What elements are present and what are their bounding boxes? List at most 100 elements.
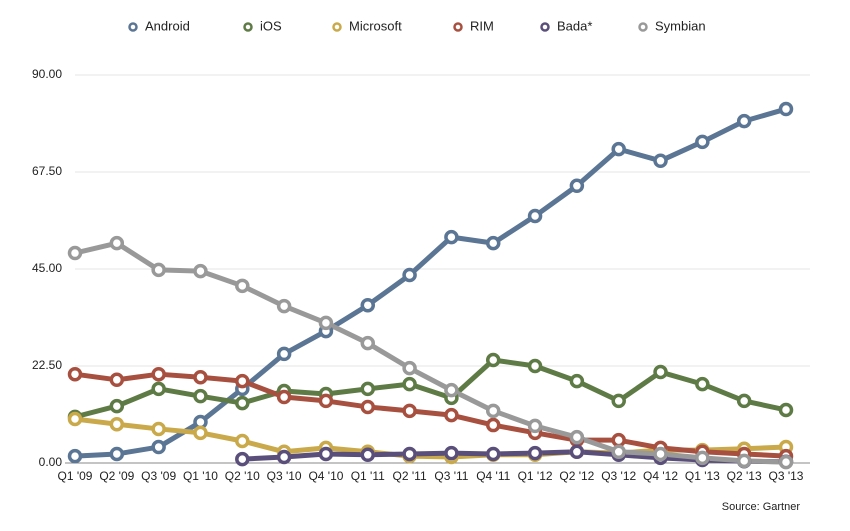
data-point xyxy=(402,360,417,376)
legend-label: iOS xyxy=(260,18,282,33)
data-point xyxy=(276,298,292,314)
data-point xyxy=(360,297,376,313)
data-point xyxy=(569,373,585,389)
data-point xyxy=(527,445,543,461)
series-line xyxy=(74,106,787,459)
legend-marker xyxy=(540,22,550,32)
data-point xyxy=(611,444,626,460)
x-tick-label: Q3 '13 xyxy=(769,469,804,483)
data-point xyxy=(360,447,376,463)
series-line xyxy=(74,371,787,459)
data-point xyxy=(67,366,83,382)
x-tick-label: Q4 '10 xyxy=(308,469,343,483)
x-tick-label: Q2 '11 xyxy=(393,469,427,483)
data-point xyxy=(778,101,794,117)
data-point xyxy=(151,381,166,397)
data-point xyxy=(109,235,125,251)
data-point xyxy=(276,389,292,405)
data-point xyxy=(611,393,626,409)
data-point xyxy=(444,229,459,245)
x-tick-label: Q3 '10 xyxy=(267,469,302,483)
data-point xyxy=(402,446,417,462)
data-point xyxy=(569,444,585,460)
data-point xyxy=(485,403,501,419)
legend-label: Android xyxy=(145,18,190,33)
x-tick-label: Q3 '09 xyxy=(141,469,176,483)
data-point xyxy=(235,395,250,411)
data-point xyxy=(485,417,501,433)
data-point xyxy=(736,393,752,409)
data-point xyxy=(736,113,752,129)
x-tick-label: Q3 '12 xyxy=(601,469,636,483)
data-point xyxy=(485,352,501,368)
data-point xyxy=(109,372,125,388)
data-point xyxy=(276,449,292,465)
x-tick-label: Q2 '12 xyxy=(559,469,594,483)
data-point xyxy=(695,450,710,466)
data-point xyxy=(653,364,668,380)
data-point xyxy=(402,267,417,283)
x-tick-label: Q2 '13 xyxy=(727,469,762,483)
data-point xyxy=(151,421,166,437)
x-tick-label: Q4 '11 xyxy=(476,469,510,483)
data-point xyxy=(360,381,376,397)
data-point xyxy=(193,425,208,441)
data-point xyxy=(611,432,626,448)
data-point xyxy=(318,446,334,462)
x-tick-label: Q1 '11 xyxy=(351,469,385,483)
data-point xyxy=(151,262,166,278)
x-tick-label: Q3 '11 xyxy=(434,469,468,483)
legend-marker xyxy=(638,22,648,32)
data-point xyxy=(569,429,585,445)
data-point xyxy=(485,235,501,251)
data-point xyxy=(67,448,83,464)
data-point xyxy=(109,416,125,432)
x-tick-label: Q1 '12 xyxy=(518,469,553,483)
data-point xyxy=(569,178,585,194)
x-tick-label: Q2 '10 xyxy=(225,469,260,483)
data-point xyxy=(485,446,501,462)
data-point xyxy=(527,208,543,224)
y-tick-label: 90.00 xyxy=(32,67,62,81)
legend-marker xyxy=(453,22,463,32)
data-point xyxy=(235,433,250,449)
data-point xyxy=(109,398,125,414)
data-point xyxy=(695,134,710,150)
data-point xyxy=(67,245,83,261)
data-point xyxy=(527,358,543,374)
legend-label: Bada* xyxy=(557,18,592,33)
data-point xyxy=(402,376,417,392)
data-point xyxy=(653,446,668,462)
data-point xyxy=(444,445,459,461)
data-point xyxy=(444,407,459,423)
x-tick-label: Q4 '12 xyxy=(643,469,678,483)
y-tick-label: 67.50 xyxy=(32,164,62,178)
data-point xyxy=(276,346,292,362)
data-point xyxy=(653,153,668,169)
y-tick-label: 0.00 xyxy=(39,455,63,469)
x-tick-label: Q1 '10 xyxy=(183,469,218,483)
data-point xyxy=(444,382,459,398)
source-note: Source: Gartner xyxy=(722,501,801,513)
data-point xyxy=(778,402,794,418)
data-point xyxy=(193,388,208,404)
y-tick-label: 45.00 xyxy=(32,261,62,275)
data-point xyxy=(611,141,626,157)
data-point xyxy=(67,411,83,427)
legend-label: RIM xyxy=(470,18,494,33)
legend-label: Microsoft xyxy=(349,18,402,33)
legend-label: Symbian xyxy=(655,18,706,33)
data-point xyxy=(695,376,710,392)
data-point xyxy=(736,453,752,469)
legend-marker xyxy=(332,22,342,32)
legend-marker xyxy=(243,22,253,32)
x-tick-label: Q1 '09 xyxy=(58,469,93,483)
data-point xyxy=(318,315,334,331)
data-point xyxy=(318,393,334,409)
series-line xyxy=(74,357,787,420)
data-point xyxy=(360,399,376,415)
x-tick-label: Q2 '09 xyxy=(99,469,134,483)
data-point xyxy=(151,439,166,455)
data-point xyxy=(235,278,250,294)
